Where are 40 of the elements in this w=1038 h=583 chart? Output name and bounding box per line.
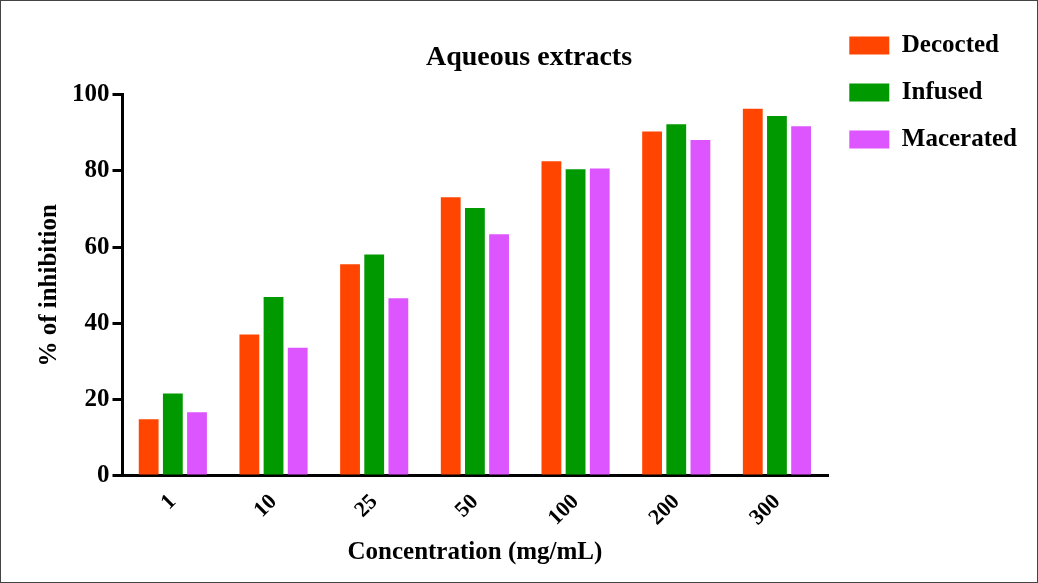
bar	[239, 334, 260, 475]
legend-label: Decocted	[901, 29, 1000, 57]
x-tick-label: 10	[247, 488, 282, 522]
y-tick-label: 40	[84, 307, 110, 335]
x-tick-label: 100	[542, 488, 584, 530]
x-tick-label: 50	[449, 488, 483, 522]
legend-label: Macerated	[901, 123, 1018, 151]
bar	[791, 126, 812, 475]
x-tick-label: 300	[743, 488, 785, 530]
x-tick-label: 200	[642, 488, 684, 530]
chart-title: Aqueous extracts	[425, 40, 633, 72]
y-tick-label: 100	[72, 79, 110, 107]
bar	[690, 139, 711, 475]
bar	[666, 124, 687, 475]
y-tick-label: 0	[97, 460, 110, 488]
bar	[287, 347, 308, 475]
y-axis-title: % of inhibition	[34, 203, 62, 367]
bar	[364, 254, 385, 475]
bar	[388, 298, 409, 475]
bar	[541, 161, 562, 475]
bar	[742, 108, 763, 475]
bar	[565, 169, 586, 475]
bar	[187, 412, 207, 475]
y-tick-label: 80	[84, 155, 110, 183]
bar	[440, 197, 461, 475]
bar	[162, 393, 183, 475]
legend-label: Infused	[901, 76, 983, 104]
bar	[138, 419, 159, 475]
bar	[489, 234, 509, 475]
bar	[767, 115, 787, 475]
bar	[464, 207, 485, 475]
bar	[589, 168, 610, 475]
bar	[340, 264, 360, 475]
y-tick-label: 60	[84, 231, 110, 259]
bar	[642, 131, 663, 475]
bar	[263, 297, 284, 475]
x-axis-title: Concentration (mg/mL)	[347, 537, 603, 566]
y-tick-label: 20	[84, 384, 110, 412]
x-tick-label: 1	[154, 488, 181, 514]
x-tick-label: 25	[348, 488, 382, 522]
